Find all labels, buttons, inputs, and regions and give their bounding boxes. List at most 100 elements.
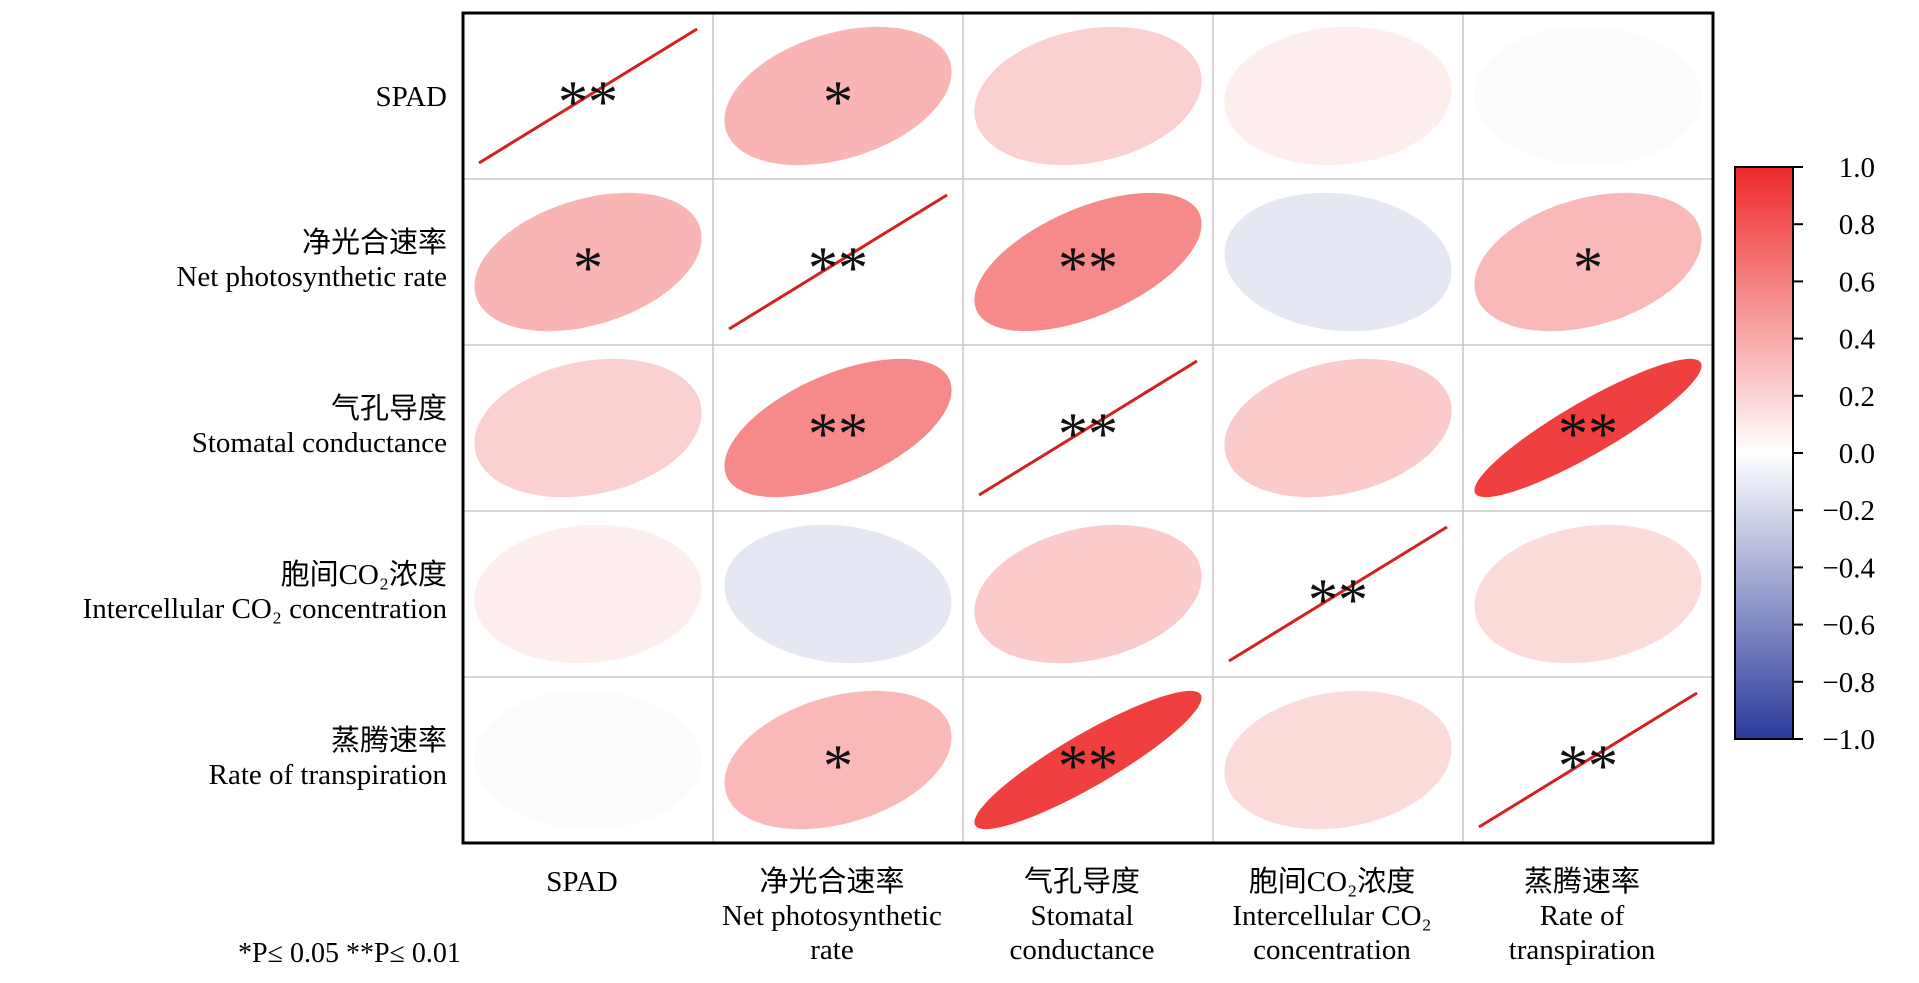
column-label-zh: 胞间CO₂浓度: [1249, 865, 1415, 898]
correlation-ellipse: [1224, 26, 1452, 166]
column-label-zh: 气孔导度: [1024, 865, 1140, 898]
significance-mark: **: [1558, 733, 1618, 799]
cell-2-4: **: [1474, 358, 1702, 498]
colorbar-tick-label: 0.0: [1839, 438, 1875, 470]
significance-mark: **: [1058, 733, 1118, 799]
cell-3-4: [1474, 524, 1702, 664]
diagonal-line: [478, 27, 698, 165]
significance-mark: **: [1058, 401, 1118, 467]
row-label-en: Net photosynthetic rate: [176, 261, 447, 293]
column-label-en: Intercellular CO₂: [1232, 900, 1431, 932]
column-label-en: concentration: [1253, 934, 1411, 966]
correlation-ellipse: [724, 690, 952, 830]
correlation-ellipse: [1474, 192, 1702, 332]
significance-mark: **: [808, 235, 868, 301]
colorbar-tick-label: −0.4: [1822, 552, 1875, 584]
significance-mark: *: [823, 69, 853, 135]
correlation-ellipse: [474, 358, 702, 498]
grid-lines: [463, 13, 1713, 843]
cell-3-2: [974, 524, 1202, 664]
correlation-ellipse: [974, 524, 1202, 664]
colorbar-gradient: [1734, 166, 1794, 740]
column-label-en: Stomatal: [1030, 900, 1133, 932]
correlation-ellipse: [1224, 690, 1452, 830]
row-label-en: Stomatal conductance: [192, 427, 447, 459]
row-label-zh: 蒸腾速率: [331, 724, 447, 757]
correlation-ellipse: [974, 26, 1202, 166]
significance-mark: **: [1058, 235, 1118, 301]
cell-0-1: *: [724, 26, 952, 166]
column-label-en: rate: [810, 934, 853, 966]
correlation-ellipse: [1474, 524, 1702, 664]
cell-2-1: **: [724, 358, 952, 498]
colorbar-tick-label: 1.0: [1839, 152, 1875, 184]
diagonal-line: [1478, 691, 1698, 829]
correlation-ellipse: [724, 358, 952, 498]
significance-mark: **: [808, 401, 868, 467]
column-label-en: conductance: [1010, 934, 1155, 966]
cell-4-2: **: [974, 690, 1202, 830]
correlation-ellipse: [474, 524, 702, 664]
cell-1-1: **: [728, 193, 948, 331]
row-label-zh: 净光合速率: [302, 226, 447, 259]
colorbar-tick-label: 0.6: [1839, 266, 1875, 298]
column-label-en: Rate of: [1540, 900, 1625, 932]
diagonal-line: [728, 193, 948, 331]
significance-mark: **: [558, 69, 618, 135]
colorbar-tick-label: 0.4: [1839, 324, 1876, 356]
correlation-ellipse: [474, 690, 702, 830]
cell-0-2: [974, 26, 1202, 166]
cell-4-4: **: [1478, 691, 1698, 829]
correlation-ellipse: [1474, 26, 1702, 166]
cell-1-3: [1224, 192, 1452, 332]
row-label-zh: 胞间CO₂浓度: [281, 558, 447, 591]
column-label-zh: 蒸腾速率: [1524, 865, 1640, 898]
cell-0-4: [1474, 26, 1702, 166]
cell-3-0: [474, 524, 702, 664]
cell-4-3: [1224, 690, 1452, 830]
cell-4-0: [474, 690, 702, 830]
cell-2-0: [474, 358, 702, 498]
significance-mark: **: [1558, 401, 1618, 467]
colorbar-tick-label: 0.2: [1839, 381, 1875, 413]
colorbar-tick-label: 0.8: [1839, 209, 1875, 241]
colorbar-tick-label: −0.8: [1822, 667, 1875, 699]
significance-mark: **: [1308, 567, 1368, 633]
colorbar-tick-label: −1.0: [1822, 724, 1875, 756]
row-label-en: SPAD: [376, 81, 447, 113]
correlation-ellipse: [474, 192, 702, 332]
diagonal-line: [978, 359, 1198, 497]
cell-3-1: [724, 524, 952, 664]
significance-mark: *: [573, 235, 603, 301]
cell-2-2: **: [978, 359, 1198, 497]
correlation-ellipse: [1224, 358, 1452, 498]
correlation-ellipse: [724, 26, 952, 166]
cell-1-2: **: [974, 192, 1202, 332]
row-label-en: Rate of transpiration: [209, 759, 448, 791]
cell-0-3: [1224, 26, 1452, 166]
cell-3-3: **: [1228, 525, 1448, 663]
correlation-ellipse: [724, 524, 952, 664]
column-label-en: transpiration: [1509, 934, 1656, 966]
correlation-ellipse: [974, 192, 1202, 332]
correlation-cells: ** ** ** ** *** ** ***** ** **: [474, 26, 1702, 830]
column-label-zh: 净光合速率: [759, 865, 904, 898]
colorbar: 1.0 0.8 0.6 0.4 0.2 0.0 −0.2 −0.4 −0.6 −0.8 −1.0: [1734, 152, 1876, 756]
correlation-ellipse: [974, 690, 1202, 830]
cell-0-0: **: [478, 27, 698, 165]
column-label-en: Net photosynthetic: [722, 900, 942, 932]
cell-2-3: [1224, 358, 1452, 498]
colorbar-tick-label: −0.6: [1822, 610, 1875, 642]
diagonal-line: [1228, 525, 1448, 663]
colorbar-tick-label: −0.2: [1822, 495, 1875, 527]
significance-mark: *: [1573, 235, 1603, 301]
cell-1-0: *: [474, 192, 702, 332]
plot-frame: [461, 11, 1715, 845]
column-label-en: SPAD: [546, 866, 617, 898]
significance-footnote: *P≤ 0.05 **P≤ 0.01: [238, 938, 461, 969]
cell-1-4: *: [1474, 192, 1702, 332]
correlation-ellipse: [1224, 192, 1452, 332]
